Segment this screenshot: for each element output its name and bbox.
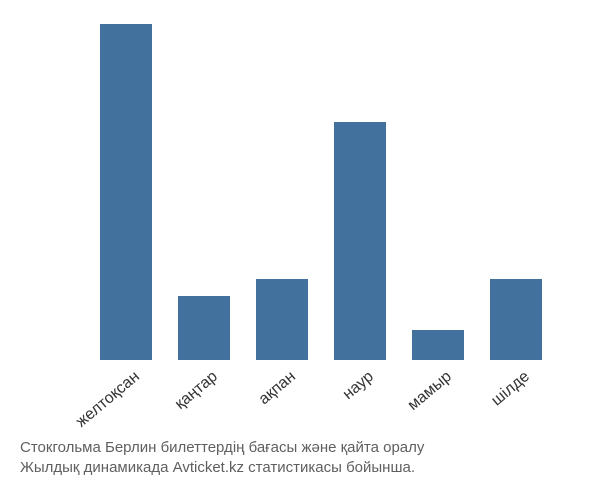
x-tick-label: қаңтар <box>172 368 222 414</box>
x-tick-label: мамыр <box>405 368 456 415</box>
x-tick-label: наур <box>340 368 378 404</box>
x-axis-labels: желтоқсанқаңтарақпаннаурмамыршілде <box>90 362 570 442</box>
bar <box>256 279 308 360</box>
bar <box>100 24 152 360</box>
bars-container <box>90 20 570 360</box>
x-tick-label: ақпан <box>256 368 300 409</box>
x-tick-label: шілде <box>488 368 533 410</box>
caption-line-2: Жылдық динамикада Avticket.kz статистика… <box>20 458 424 478</box>
chart-caption: Стокгольма Берлин билеттердің бағасы жән… <box>20 438 424 479</box>
bar <box>334 122 386 360</box>
caption-line-1: Стокгольма Берлин билеттердің бағасы жән… <box>20 438 424 458</box>
x-tick-label: желтоқсан <box>73 368 144 431</box>
bar <box>490 279 542 360</box>
bar <box>178 296 230 360</box>
bar <box>412 330 464 360</box>
chart-plot-area <box>90 20 570 360</box>
